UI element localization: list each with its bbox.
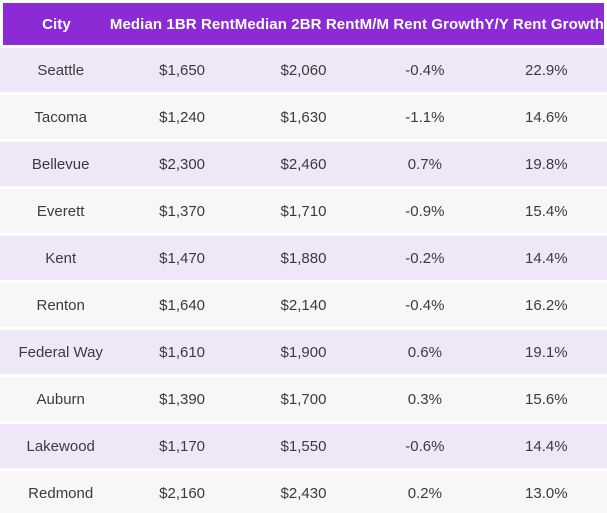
value-cell: 14.4%	[525, 437, 568, 455]
value-cell: $1,630	[280, 108, 327, 126]
value-cell: -0.6%	[405, 437, 445, 455]
city-cell: Everett	[36, 202, 85, 220]
value-cell: -1.1%	[405, 108, 445, 126]
table-row-auburn: Auburn $1,390 $1,700 0.3% 15.6%	[0, 377, 607, 421]
table-row-seattle: Seattle $1,650 $2,060 -0.4% 22.9%	[0, 48, 607, 92]
value-cell: 0.7%	[407, 155, 442, 173]
value-cell: $2,460	[280, 155, 327, 173]
column-header-median-1br-rent: Median 1BR Rent	[109, 15, 235, 33]
table-row-everett: Everett $1,370 $1,710 -0.9% 15.4%	[0, 189, 607, 233]
table-row-kent: Kent $1,470 $1,880 -0.2% 14.4%	[0, 236, 607, 280]
city-cell: Federal Way	[18, 343, 103, 361]
value-cell: $1,170	[159, 437, 206, 455]
value-cell: $2,060	[280, 61, 327, 79]
value-cell: 0.3%	[407, 390, 442, 408]
value-cell: -0.4%	[405, 61, 445, 79]
value-cell: 15.4%	[525, 202, 568, 220]
city-cell: Bellevue	[31, 155, 90, 173]
table-header-row: City Median 1BR Rent Median 2BR Rent M/M Re…	[3, 3, 604, 45]
value-cell: -0.9%	[405, 202, 445, 220]
value-cell: 16.2%	[525, 296, 568, 314]
column-header-median-2br-rent: Median 2BR Rent	[234, 15, 360, 33]
value-cell: $2,430	[280, 484, 327, 502]
value-cell: $2,300	[159, 155, 206, 173]
column-header-y-y-rent-growth: Y/Y Rent Growth	[484, 15, 604, 33]
city-cell: Renton	[36, 296, 85, 314]
city-cell: Auburn	[36, 390, 85, 408]
value-cell: -0.4%	[405, 296, 445, 314]
value-cell: $1,470	[159, 249, 206, 267]
value-cell: 14.4%	[525, 249, 568, 267]
column-header-m-m-rent-growth: M/M Rent Growth	[359, 15, 485, 33]
value-cell: 19.1%	[525, 343, 568, 361]
value-cell: $2,140	[280, 296, 327, 314]
value-cell: $1,640	[159, 296, 206, 314]
value-cell: -0.2%	[405, 249, 445, 267]
value-cell: 0.6%	[407, 343, 442, 361]
value-cell: 22.9%	[525, 61, 568, 79]
value-cell: $1,370	[159, 202, 206, 220]
city-cell: Seattle	[37, 61, 85, 79]
table-body: Seattle $1,650 $2,060 -0.4% 22.9% Tacoma $1,24…	[0, 48, 607, 513]
value-cell: $1,900	[280, 343, 327, 361]
value-cell: 14.6%	[525, 108, 568, 126]
value-cell: 13.0%	[525, 484, 568, 502]
value-cell: $1,390	[159, 390, 206, 408]
value-cell: $1,880	[280, 249, 327, 267]
value-cell: $1,710	[280, 202, 327, 220]
value-cell: 15.6%	[525, 390, 568, 408]
value-cell: $1,610	[159, 343, 206, 361]
value-cell: $1,550	[280, 437, 327, 455]
table-row-lakewood: Lakewood $1,170 $1,550 -0.6% 14.4%	[0, 424, 607, 468]
city-cell: Kent	[45, 249, 77, 267]
value-cell: $1,650	[159, 61, 206, 79]
column-header-city: City	[42, 15, 71, 33]
value-cell: $1,240	[159, 108, 206, 126]
value-cell: $1,700	[280, 390, 327, 408]
table-row-redmond: Redmond $2,160 $2,430 0.2% 13.0%	[0, 471, 607, 513]
city-cell: Redmond	[28, 484, 94, 502]
city-cell: Lakewood	[26, 437, 95, 455]
table-row-tacoma: Tacoma $1,240 $1,630 -1.1% 14.6%	[0, 95, 607, 139]
value-cell: $2,160	[159, 484, 206, 502]
table-row-federal-way: Federal Way $1,610 $1,900 0.6% 19.1%	[0, 330, 607, 374]
table-row-bellevue: Bellevue $2,300 $2,460 0.7% 19.8%	[0, 142, 607, 186]
value-cell: 19.8%	[525, 155, 568, 173]
value-cell: 0.2%	[407, 484, 442, 502]
table-row-renton: Renton $1,640 $2,140 -0.4% 16.2%	[0, 283, 607, 327]
city-cell: Tacoma	[34, 108, 87, 126]
